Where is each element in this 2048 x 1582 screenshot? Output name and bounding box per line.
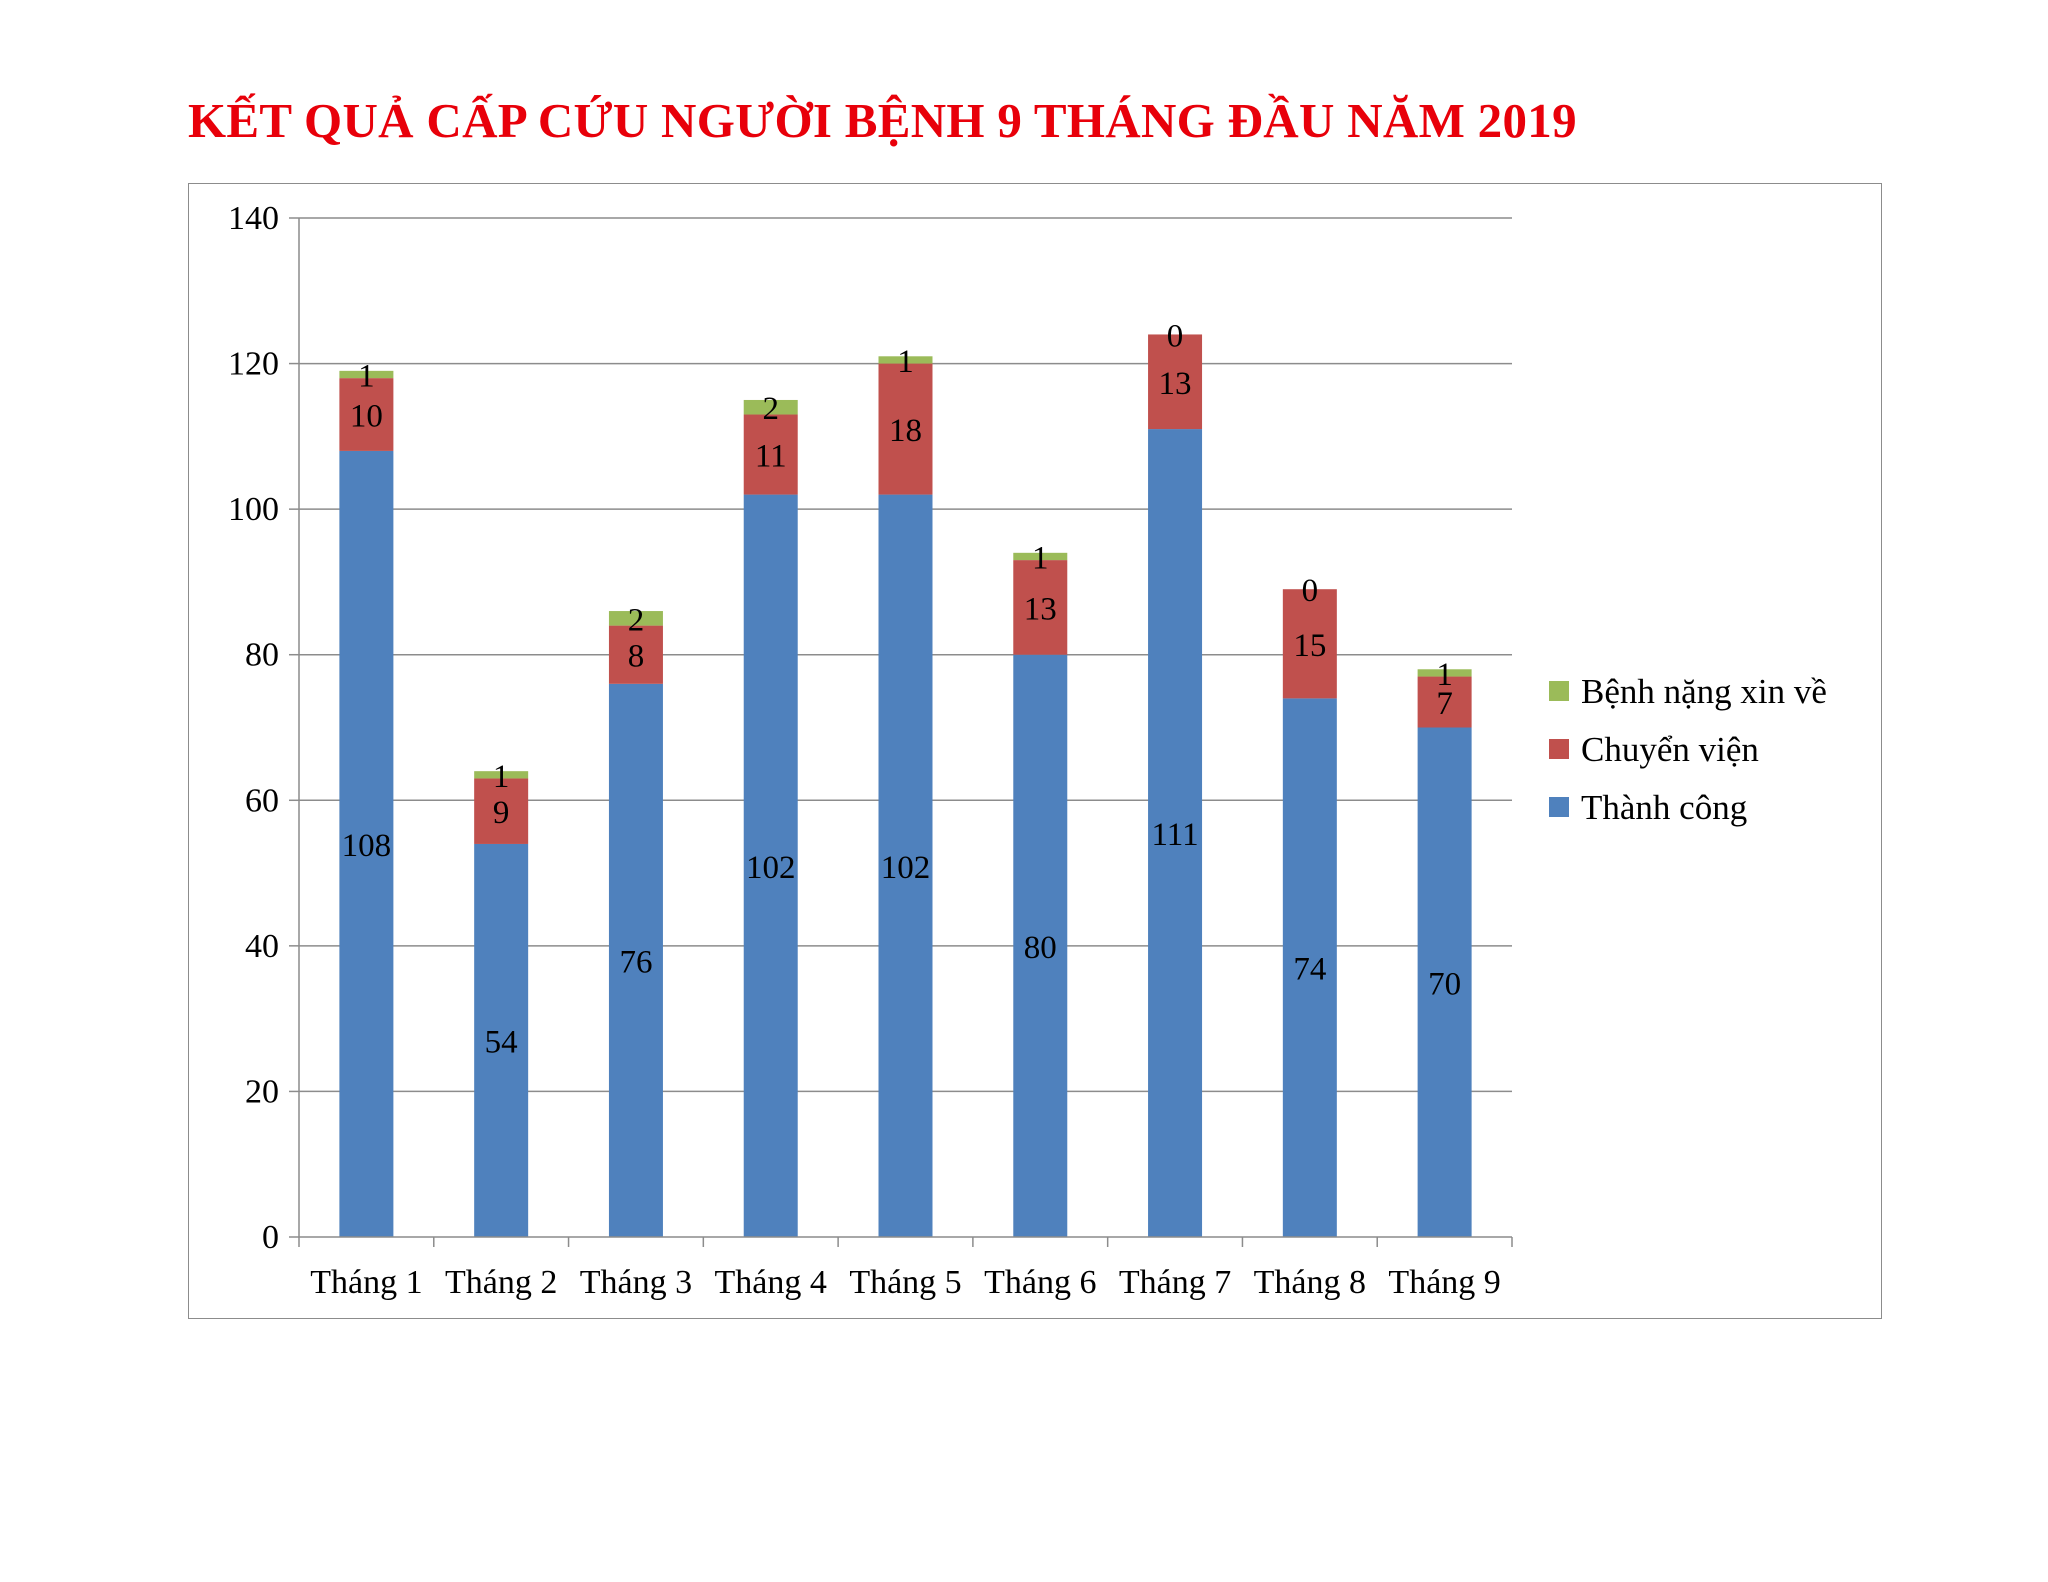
data-label: 1 (1032, 540, 1049, 576)
x-category-label: Tháng 8 (1254, 1264, 1366, 1301)
y-tick-label: 140 (228, 200, 279, 237)
bar-segment (474, 771, 529, 779)
data-label: 76 (619, 944, 652, 980)
data-label: 11 (755, 439, 787, 475)
data-label: 9 (493, 795, 510, 831)
x-category-label: Tháng 9 (1388, 1264, 1500, 1301)
data-label: 108 (342, 828, 392, 864)
bar-segment (1013, 552, 1068, 561)
data-label: 54 (485, 1024, 518, 1060)
bar-segment (743, 414, 798, 495)
data-label: 2 (762, 391, 779, 427)
legend-label: Bệnh nặng xin về (1581, 672, 1827, 711)
bar-segment (878, 356, 933, 364)
legend: Bệnh nặng xin về Chuyển viện Thành công (1549, 672, 1827, 827)
bar-segment (339, 370, 394, 379)
bar-segment (1417, 676, 1472, 728)
bar-segment (339, 378, 394, 451)
data-label: 7 (1436, 686, 1453, 722)
legend-swatch (1549, 739, 1569, 759)
y-tick-label: 20 (245, 1073, 279, 1110)
data-label: 102 (746, 850, 796, 886)
data-label: 1 (358, 358, 375, 394)
bar-segment (1148, 334, 1203, 430)
bar-segment (878, 494, 933, 1238)
y-tick-label: 120 (228, 346, 279, 383)
bars (339, 334, 1472, 1238)
y-tick-label: 0 (262, 1219, 279, 1256)
data-label: 13 (1024, 591, 1057, 627)
data-label: 1 (493, 759, 510, 795)
bar-segment (339, 450, 394, 1237)
bar-segment (743, 494, 798, 1238)
data-label: 0 (1167, 318, 1184, 354)
data-label: 18 (889, 413, 922, 449)
x-category-label: Tháng 2 (445, 1264, 557, 1301)
data-label: 70 (1428, 966, 1461, 1002)
y-tick-label: 80 (245, 637, 279, 674)
legend-swatch (1549, 797, 1569, 817)
bar-segment (474, 843, 529, 1237)
data-label: 74 (1293, 952, 1326, 988)
x-category-label: Tháng 1 (310, 1264, 422, 1301)
data-label: 10 (350, 399, 383, 435)
chart-title: KẾT QUẢ CẤP CỨU NGƯỜI BỆNH 9 THÁNG ĐẦU N… (188, 93, 1577, 148)
y-tick-label: 100 (228, 491, 279, 528)
data-label: 15 (1293, 628, 1326, 664)
data-label: 1 (1436, 657, 1453, 693)
data-label: 2 (628, 602, 645, 638)
x-category-label: Tháng 5 (849, 1264, 961, 1301)
data-label: 111 (1152, 817, 1199, 853)
bar-segment (1417, 727, 1472, 1237)
x-category-label: Tháng 6 (984, 1264, 1096, 1301)
data-label: 80 (1024, 930, 1057, 966)
x-category-label: Tháng 4 (715, 1264, 827, 1301)
data-label: 1 (897, 344, 914, 380)
data-label: 13 (1159, 366, 1192, 402)
bar-segment (1013, 560, 1068, 655)
x-category-label: Tháng 7 (1119, 1264, 1231, 1301)
bar-segment (608, 625, 663, 684)
bar-segment (608, 611, 663, 626)
bar-segment (1148, 429, 1203, 1237)
bar-segment (608, 683, 663, 1237)
data-label: 8 (628, 639, 645, 675)
data-label: 0 (1302, 573, 1319, 609)
x-category-label: Tháng 3 (580, 1264, 692, 1301)
bar-segment (474, 778, 529, 844)
legend-label: Chuyển viện (1581, 730, 1759, 769)
legend-swatch (1549, 681, 1569, 701)
y-tick-label: 40 (245, 928, 279, 965)
legend-label: Thành công (1581, 788, 1747, 827)
data-label: 102 (881, 850, 931, 886)
bar-segment (743, 399, 798, 415)
bar-segment (1282, 589, 1337, 699)
bar-segment (1282, 698, 1337, 1237)
bar-segment (1013, 654, 1068, 1237)
data-labels: 1081015491768210211210218180131111130741… (342, 318, 1461, 1060)
y-tick-label: 60 (245, 782, 279, 819)
bar-segment (1417, 669, 1472, 677)
bar-segment (878, 363, 933, 495)
